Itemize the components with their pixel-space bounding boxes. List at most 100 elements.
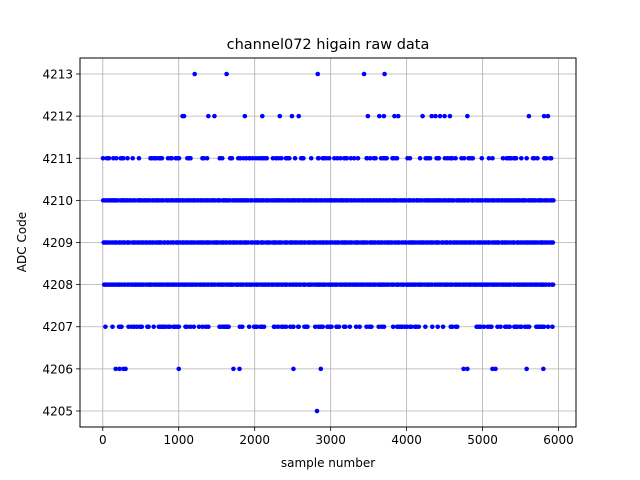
data-point bbox=[373, 155, 378, 161]
data-point bbox=[176, 366, 182, 372]
data-point bbox=[461, 366, 466, 372]
data-point bbox=[465, 366, 470, 372]
data-point bbox=[382, 71, 387, 77]
data-point bbox=[136, 155, 142, 161]
data-point bbox=[437, 113, 443, 119]
data-point bbox=[301, 155, 306, 161]
data-point bbox=[103, 324, 108, 330]
data-point bbox=[435, 324, 441, 330]
data-point bbox=[353, 324, 359, 330]
data-point bbox=[357, 324, 362, 330]
data-point bbox=[526, 324, 532, 330]
data-point bbox=[318, 366, 324, 372]
data-point bbox=[314, 408, 320, 414]
data-point bbox=[479, 155, 485, 161]
data-point bbox=[489, 324, 494, 330]
data-point bbox=[526, 113, 532, 119]
data-point bbox=[224, 71, 229, 77]
data-point bbox=[486, 155, 492, 161]
data-point bbox=[541, 324, 547, 330]
data-point bbox=[292, 155, 298, 161]
y-tick-label: 4205 bbox=[42, 404, 73, 418]
data-point bbox=[532, 155, 537, 161]
data-point bbox=[139, 324, 145, 330]
data-point bbox=[513, 155, 519, 161]
data-point bbox=[184, 324, 190, 330]
y-tick-label: 4209 bbox=[42, 236, 73, 250]
y-axis-label: ADC Code bbox=[15, 212, 29, 272]
data-point bbox=[548, 155, 554, 161]
data-point bbox=[130, 155, 135, 161]
data-point bbox=[123, 366, 128, 372]
data-point bbox=[376, 113, 382, 119]
data-point bbox=[449, 324, 455, 330]
data-point bbox=[261, 324, 267, 330]
data-point bbox=[188, 155, 193, 161]
data-point bbox=[336, 324, 342, 330]
data-point bbox=[239, 324, 245, 330]
data-point bbox=[541, 113, 547, 119]
data-point bbox=[416, 324, 422, 330]
data-point bbox=[453, 155, 458, 161]
data-point bbox=[423, 324, 428, 330]
data-point bbox=[551, 198, 556, 203]
data-point bbox=[407, 155, 413, 161]
data-point bbox=[206, 324, 211, 330]
data-point bbox=[226, 324, 231, 330]
data-point bbox=[478, 324, 483, 330]
data-point bbox=[384, 155, 389, 161]
data-point bbox=[229, 155, 235, 161]
data-point bbox=[493, 366, 498, 372]
y-tick-label: 4207 bbox=[42, 320, 73, 334]
data-point bbox=[312, 324, 318, 330]
data-point bbox=[264, 155, 270, 161]
data-point bbox=[524, 155, 529, 161]
axes: 0 1000 2000 3000 4000 5000 6000 4205 4206 4207 420… bbox=[42, 68, 573, 447]
data-point bbox=[361, 71, 367, 77]
data-point bbox=[167, 324, 173, 330]
data-point bbox=[246, 324, 252, 330]
data-point bbox=[326, 155, 332, 161]
y-tick-label: 4213 bbox=[42, 68, 73, 82]
data-point bbox=[461, 155, 467, 161]
data-point bbox=[365, 113, 371, 119]
data-point bbox=[291, 324, 296, 330]
data-point bbox=[315, 71, 321, 77]
data-point bbox=[110, 324, 115, 330]
data-point bbox=[275, 324, 281, 330]
data-point bbox=[196, 324, 202, 330]
x-tick-label: 6000 bbox=[543, 433, 574, 447]
x-tick-label: 2000 bbox=[239, 433, 270, 447]
data-point bbox=[392, 113, 397, 119]
data-point bbox=[420, 113, 425, 119]
data-point bbox=[146, 324, 151, 330]
data-point bbox=[343, 324, 348, 330]
data-point bbox=[550, 324, 555, 330]
data-point bbox=[381, 113, 387, 119]
data-point bbox=[254, 324, 260, 330]
data-point bbox=[347, 324, 353, 330]
data-point bbox=[277, 113, 283, 119]
data-point bbox=[114, 155, 119, 161]
data-point bbox=[296, 324, 301, 330]
y-tick-label: 4208 bbox=[42, 278, 73, 292]
data-point bbox=[519, 155, 524, 161]
data-point bbox=[535, 155, 540, 161]
y-tick-label: 4211 bbox=[42, 152, 73, 166]
data-point bbox=[390, 324, 396, 330]
data-point bbox=[242, 113, 248, 119]
data-point bbox=[320, 324, 326, 330]
data-point bbox=[289, 113, 295, 119]
data-point bbox=[429, 113, 434, 119]
data-point bbox=[449, 155, 455, 161]
data-point bbox=[369, 324, 374, 330]
data-point bbox=[212, 113, 217, 119]
data-point bbox=[121, 155, 126, 161]
data-point bbox=[348, 155, 354, 161]
data-point bbox=[176, 155, 182, 161]
data-point bbox=[436, 155, 442, 161]
data-point bbox=[283, 324, 289, 330]
data-point bbox=[465, 113, 470, 119]
